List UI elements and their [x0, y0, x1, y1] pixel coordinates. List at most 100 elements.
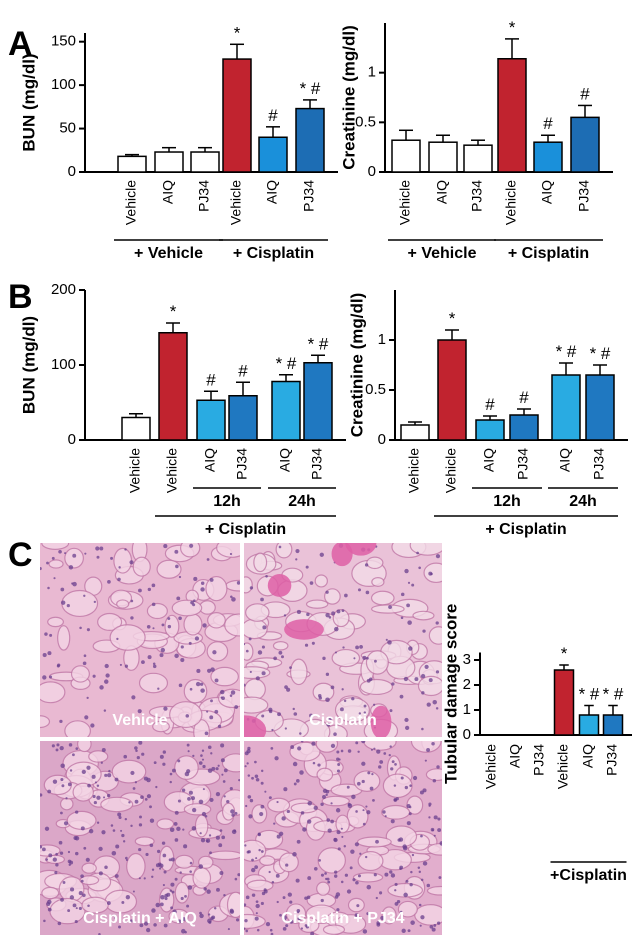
y-tick-label: 2 — [463, 676, 471, 693]
nucleus — [282, 926, 287, 931]
nucleus — [93, 800, 97, 805]
nucleus — [63, 821, 69, 826]
nucleus — [404, 717, 409, 723]
nucleus — [138, 847, 142, 852]
nucleus — [162, 883, 165, 887]
nucleus — [340, 880, 344, 884]
nucleus — [340, 707, 344, 712]
nucleus — [337, 763, 341, 767]
bar — [121, 416, 151, 441]
nucleus — [234, 705, 239, 709]
group-label: + Cisplatin — [485, 521, 566, 538]
y-tick-label: 100 — [51, 76, 76, 93]
x-tick-label: PJ34 — [515, 448, 531, 480]
nucleus — [134, 746, 138, 750]
nucleus — [352, 878, 356, 882]
nucleus — [356, 904, 360, 908]
tubule — [138, 672, 169, 694]
nucleus — [418, 870, 422, 874]
nucleus — [320, 898, 324, 903]
nucleus — [55, 852, 58, 856]
nucleus — [218, 843, 223, 848]
nucleus — [180, 658, 185, 663]
nucleus — [206, 889, 211, 894]
nucleus — [143, 921, 149, 926]
tubule — [366, 556, 384, 570]
nucleus — [151, 602, 156, 607]
nucleus — [268, 870, 271, 874]
nucleus — [420, 834, 423, 838]
tubule — [70, 665, 90, 683]
nucleus — [389, 870, 393, 874]
tubule — [210, 666, 239, 687]
nucleus — [40, 845, 43, 849]
nucleus — [331, 611, 336, 616]
nucleus — [185, 714, 190, 718]
nucleus — [92, 794, 96, 799]
nucleus — [357, 588, 362, 592]
tubule — [41, 886, 60, 900]
nucleus — [330, 743, 336, 749]
tubule — [245, 603, 270, 622]
nucleus — [244, 643, 246, 646]
micrograph — [244, 543, 442, 737]
nucleus — [292, 852, 297, 857]
nucleus — [171, 890, 175, 894]
nucleus — [130, 770, 135, 776]
tubule — [314, 574, 328, 588]
tubule — [316, 767, 334, 782]
nucleus — [330, 802, 333, 805]
tubule — [132, 556, 151, 577]
nucleus — [155, 863, 160, 868]
nucleus — [82, 893, 86, 898]
nucleus — [336, 750, 340, 754]
nucleus — [335, 808, 341, 813]
nucleus — [385, 638, 388, 641]
nucleus — [104, 663, 109, 669]
tubule — [409, 543, 442, 556]
nucleus — [124, 548, 127, 551]
nucleus — [221, 835, 226, 840]
tubule — [57, 625, 71, 651]
nucleus — [349, 866, 353, 870]
group-label: 24h — [288, 493, 316, 510]
nucleus — [376, 749, 381, 754]
nucleus — [80, 879, 84, 883]
nucleus — [365, 590, 370, 595]
y-tick-label: 3 — [463, 651, 471, 668]
nucleus — [251, 776, 254, 780]
nucleus — [123, 754, 128, 759]
nucleus — [55, 748, 59, 752]
nucleus — [273, 822, 276, 825]
nucleus — [410, 870, 413, 874]
nucleus — [72, 903, 77, 908]
nucleus — [226, 800, 230, 804]
nucleus — [202, 788, 205, 791]
nucleus — [106, 793, 111, 798]
nucleus — [300, 927, 304, 930]
nucleus — [162, 750, 167, 754]
nucleus — [211, 766, 216, 771]
significance-mark: # — [206, 370, 216, 389]
tubule — [109, 624, 146, 651]
tubule — [357, 850, 384, 872]
nucleus — [344, 873, 348, 877]
tubule — [370, 604, 405, 614]
nucleus — [245, 649, 249, 653]
bar — [228, 395, 258, 441]
nucleus — [207, 768, 213, 773]
nucleus — [58, 550, 62, 554]
x-tick-label: Vehicle — [443, 448, 459, 493]
nucleus — [319, 552, 324, 557]
nucleus — [66, 604, 70, 608]
nucleus — [433, 834, 436, 837]
nucleus — [195, 681, 201, 687]
nucleus — [325, 877, 328, 881]
nucleus — [54, 871, 58, 875]
y-tick-label: 50 — [59, 120, 76, 137]
nucleus — [206, 710, 209, 713]
significance-mark: # — [519, 388, 529, 407]
nucleus — [230, 690, 236, 695]
cast — [244, 715, 267, 737]
nucleus — [255, 912, 258, 915]
